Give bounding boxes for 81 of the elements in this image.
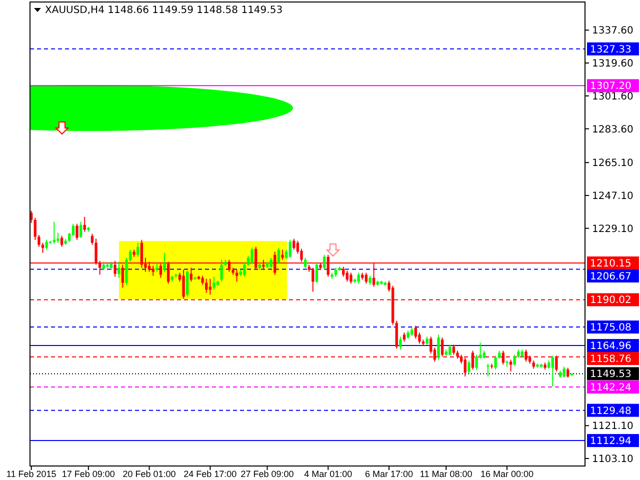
candlestick: [448, 344, 452, 356]
candlestick: [315, 262, 318, 284]
y-tick-label: 1121.10: [592, 421, 634, 432]
candlestick: [186, 270, 189, 298]
ref-line-label: 1327.33: [590, 44, 632, 56]
candlestick: [281, 249, 284, 260]
candlestick: [125, 257, 128, 286]
ref-line-label: 1210.15: [590, 258, 632, 270]
candlestick: [60, 235, 64, 248]
candlestick: [90, 233, 94, 246]
y-tick-label: 1301.60: [592, 91, 634, 102]
candlestick: [513, 354, 516, 366]
candlestick: [494, 355, 497, 370]
candlestick: [34, 217, 36, 240]
ref-line-label: 1190.02: [590, 295, 632, 306]
candlestick: [399, 336, 402, 350]
candlestick: [52, 221, 56, 244]
candlestick: [562, 366, 566, 378]
x-tick-label: 27 Feb 09:00: [240, 469, 294, 479]
candlestick: [414, 325, 417, 340]
ref-line-label: 1129.48: [590, 406, 632, 417]
y-tick-label: 1229.10: [592, 224, 634, 235]
candlestick: [292, 238, 296, 250]
x-tick-label: 17 Feb 09:00: [62, 469, 115, 479]
candlestick: [235, 269, 238, 282]
candlestick: [364, 272, 368, 284]
candlestick: [79, 221, 82, 238]
ref-line-label: 1175.08: [590, 322, 632, 334]
candlestick: [323, 254, 326, 270]
candlestick: [220, 259, 223, 282]
candlestick: [76, 223, 78, 240]
x-tick-label: 4 Mar 01:00: [304, 469, 352, 479]
candlestick: [250, 247, 254, 264]
candlestick: [551, 355, 554, 388]
candlestick: [163, 252, 166, 272]
y-tick-label: 1103.10: [592, 454, 634, 466]
candlestick: [136, 242, 140, 258]
y-tick-label: 1319.60: [592, 58, 634, 70]
y-tick-label: 1337.60: [592, 26, 634, 37]
candlestick: [509, 359, 512, 372]
candlestick: [83, 216, 86, 232]
candlestick: [56, 232, 60, 244]
candlestick: [312, 267, 314, 292]
candlestick: [350, 272, 352, 284]
ref-line-label: 1307.20: [590, 81, 632, 92]
candlestick: [486, 363, 490, 377]
x-tick-label: 11 Mar 08:00: [420, 469, 472, 479]
ref-line-label: 1158.76: [590, 354, 632, 366]
ref-line-label: 1142.24: [590, 382, 632, 394]
candlestick: [566, 367, 570, 378]
candlestick: [288, 239, 292, 258]
x-tick-label: 11 Feb 2015: [6, 469, 56, 479]
candlestick: [128, 249, 132, 262]
candlestick: [212, 276, 216, 290]
candlestick: [395, 320, 398, 350]
candlestick: [342, 266, 345, 278]
y-tick-label: 1265.10: [592, 158, 634, 170]
candlestick: [270, 257, 272, 268]
ref-line-label: 1206.67: [590, 271, 632, 282]
candlestick: [277, 247, 280, 264]
candlestick: [437, 334, 440, 360]
candlestick: [357, 272, 360, 284]
ref-line-label: 1112.94: [590, 436, 632, 448]
y-tick-label: 1247.10: [592, 190, 634, 202]
ref-line-label: 1164.96: [590, 341, 632, 352]
x-tick-label: 16 Mar 00:00: [480, 469, 534, 479]
x-tick-label: 24 Feb 17:00: [184, 469, 237, 479]
candlestick: [440, 337, 444, 358]
chart-title: XAUUSD,H4 1148.66 1149.59 1148.58 1149.53: [45, 5, 283, 16]
candlestick: [475, 354, 478, 370]
y-tick-label: 1283.60: [592, 124, 634, 136]
x-tick-label: 6 Mar 17:00: [365, 469, 414, 479]
candlestick: [182, 269, 185, 300]
candlestick: [118, 261, 120, 278]
candlestick: [152, 265, 154, 276]
candlestick: [452, 344, 456, 356]
candlestick: [468, 360, 470, 374]
ref-line-label: 1149.53: [590, 369, 632, 380]
candlestick: [45, 239, 48, 250]
candlestick: [346, 270, 348, 282]
x-tick-label: 20 Feb 01:00: [122, 469, 176, 479]
